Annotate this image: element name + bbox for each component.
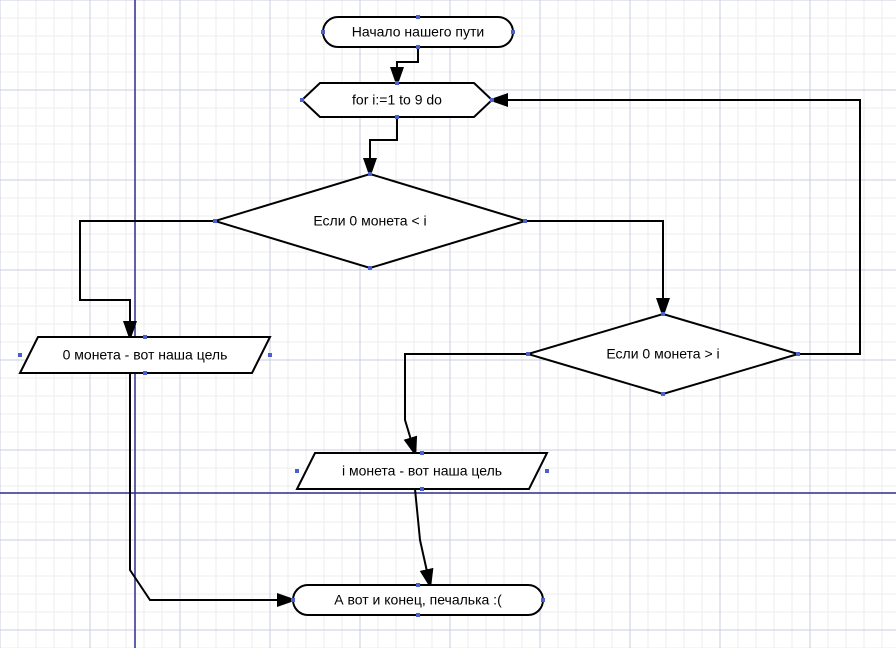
selection-handle	[490, 98, 494, 102]
selection-handle	[395, 81, 399, 85]
selection-handle	[416, 45, 420, 49]
flow-node-io1[interactable]: 0 монета - вот наша цель	[18, 335, 272, 375]
node-label: i монета - вот наша цель	[342, 463, 502, 479]
flow-node-end[interactable]: А вот и конец, печалька :(	[291, 583, 545, 617]
node-label: Если 0 монета > i	[606, 346, 719, 362]
selection-handle	[291, 598, 295, 602]
selection-handle	[368, 172, 372, 176]
selection-handle	[416, 15, 420, 19]
node-label: 0 монета - вот наша цель	[63, 347, 228, 363]
selection-handle	[143, 371, 147, 375]
selection-handle	[526, 352, 530, 356]
flow-node-io2[interactable]: i монета - вот наша цель	[295, 451, 549, 491]
node-label: Начало нашего пути	[352, 24, 485, 40]
node-label: for i:=1 to 9 do	[352, 92, 442, 108]
flow-node-start[interactable]: Начало нашего пути	[321, 15, 515, 49]
selection-handle	[416, 583, 420, 587]
selection-handle	[541, 598, 545, 602]
flow-node-loop[interactable]: for i:=1 to 9 do	[300, 81, 494, 119]
node-label: Если 0 монета < i	[313, 213, 426, 229]
selection-handle	[395, 115, 399, 119]
selection-handle	[18, 353, 22, 357]
selection-handle	[416, 613, 420, 617]
selection-handle	[321, 30, 325, 34]
selection-handle	[545, 469, 549, 473]
selection-handle	[300, 98, 304, 102]
selection-handle	[143, 335, 147, 339]
selection-handle	[523, 219, 527, 223]
selection-handle	[420, 487, 424, 491]
selection-handle	[368, 266, 372, 270]
node-label: А вот и конец, печалька :(	[334, 592, 502, 608]
selection-handle	[661, 312, 665, 316]
selection-handle	[268, 353, 272, 357]
selection-handle	[661, 392, 665, 396]
selection-handle	[295, 469, 299, 473]
selection-handle	[796, 352, 800, 356]
selection-handle	[511, 30, 515, 34]
selection-handle	[420, 451, 424, 455]
selection-handle	[213, 219, 217, 223]
